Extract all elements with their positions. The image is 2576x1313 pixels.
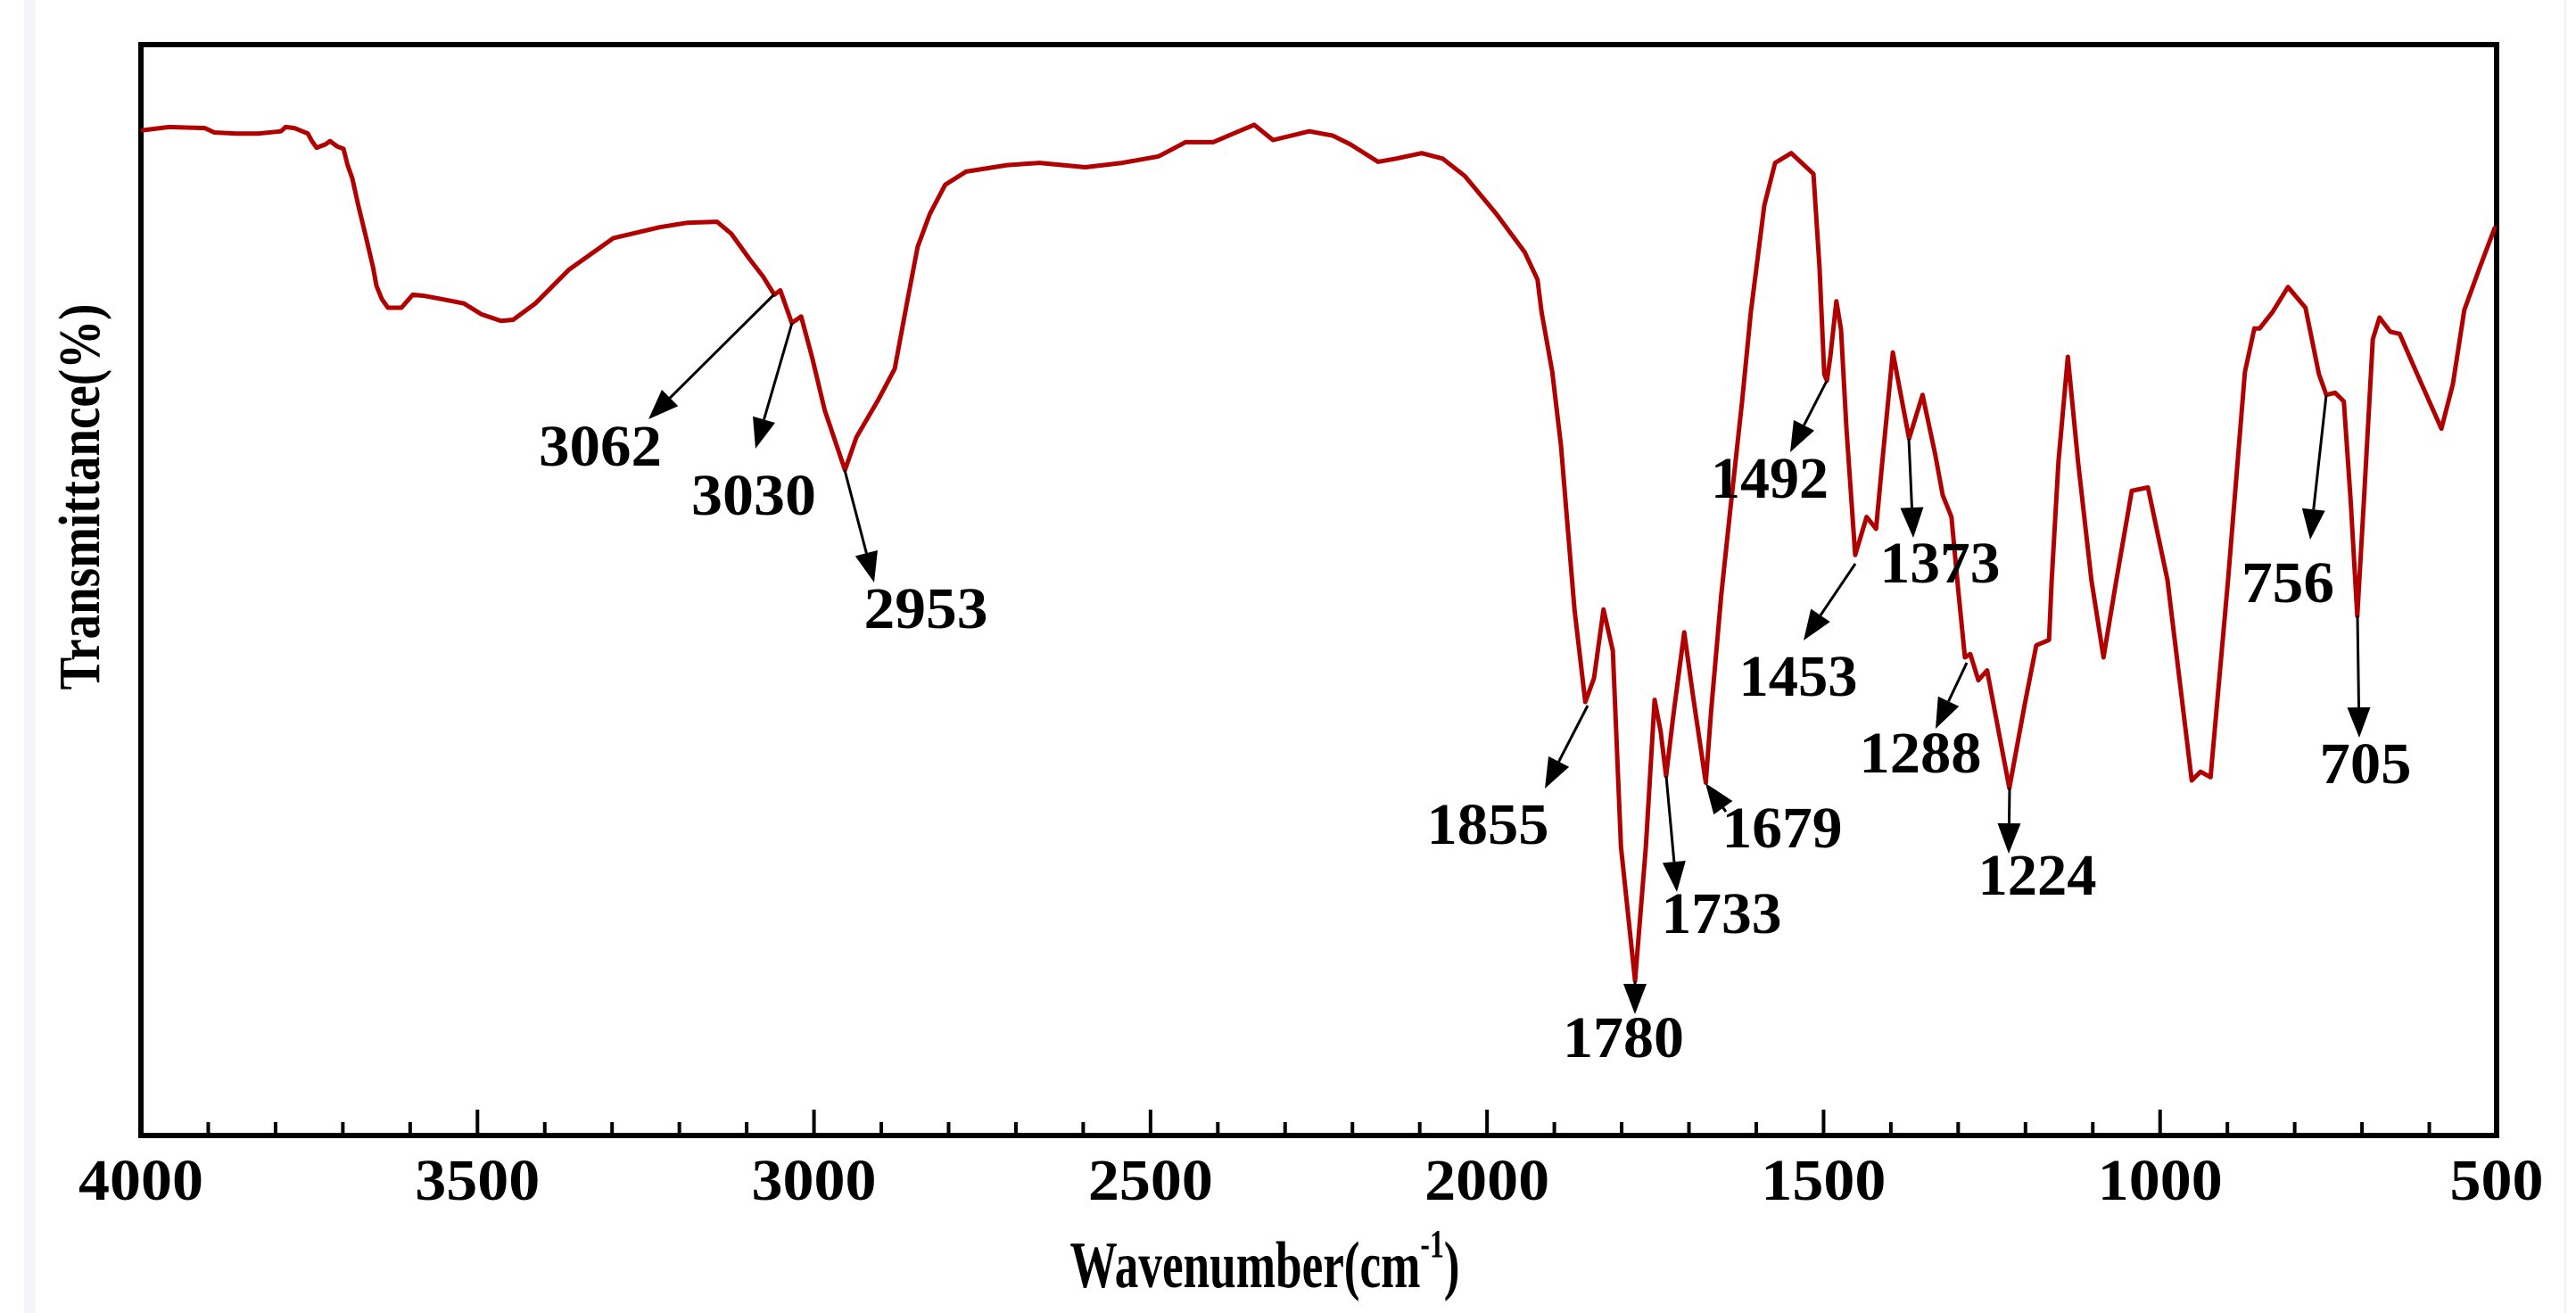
arrowhead-icon bbox=[1936, 696, 1960, 729]
peak-annotation: 705 bbox=[2320, 615, 2412, 797]
peak-annotation: 2953 bbox=[843, 469, 988, 641]
annotation-arrow-line bbox=[1557, 705, 1589, 763]
annotation-arrow-line bbox=[2356, 615, 2361, 708]
x-axis-title-close: ) bbox=[1444, 1229, 1460, 1302]
peak-label: 3062 bbox=[539, 414, 662, 479]
arrowhead-icon bbox=[855, 549, 878, 582]
peak-label: 1453 bbox=[1739, 644, 1858, 709]
peak-label: 1780 bbox=[1563, 1005, 1684, 1070]
x-tick-label: 500 bbox=[2450, 1148, 2544, 1213]
peak-label: 1733 bbox=[1662, 881, 1782, 946]
x-tick-label: 1000 bbox=[2098, 1148, 2223, 1213]
x-tick-label: 4000 bbox=[78, 1148, 203, 1213]
peak-annotation: 1780 bbox=[1563, 981, 1684, 1070]
x-tick-label: 3500 bbox=[415, 1148, 540, 1213]
peak-annotation: 1224 bbox=[1978, 787, 2097, 908]
plot-frame bbox=[138, 42, 2499, 1138]
peak-annotations: 3062 3030 2953 1855 1780 1733 1679 1492 1453 1373… bbox=[539, 293, 2412, 1070]
left-edge-strip bbox=[24, 0, 36, 1313]
peak-annotation: 1679 bbox=[1705, 783, 1843, 861]
x-tick-label: 2000 bbox=[1424, 1148, 1549, 1213]
arrowhead-icon bbox=[1790, 419, 1815, 452]
arrowhead-icon bbox=[1623, 984, 1647, 1014]
annotation-arrow-line bbox=[1947, 662, 1969, 702]
arrowhead-icon bbox=[2301, 508, 2325, 540]
x-axis-ticks bbox=[206, 1110, 2432, 1135]
arrowhead-icon bbox=[1900, 507, 1924, 538]
annotation-arrow-line bbox=[843, 469, 868, 554]
arrowhead-icon bbox=[1997, 822, 2021, 854]
peak-annotation: 1733 bbox=[1662, 775, 1782, 946]
peak-label: 756 bbox=[2242, 550, 2334, 615]
peak-label: 1224 bbox=[1978, 843, 2097, 908]
y-axis-title: Transmittance(%) bbox=[47, 304, 112, 690]
annotation-arrow-line bbox=[763, 322, 794, 420]
x-axis-tick-labels: 4000 3500 3000 2500 2000 1500 1000 500 bbox=[78, 1148, 2544, 1213]
peak-label: 1679 bbox=[1722, 796, 1843, 861]
annotation-arrow-line bbox=[1721, 806, 1728, 813]
peak-annotation: 1492 bbox=[1711, 380, 1829, 511]
annotation-arrow-line bbox=[2312, 394, 2328, 510]
peak-annotation: 1373 bbox=[1880, 438, 2001, 596]
peak-annotation: 3030 bbox=[691, 322, 816, 528]
peak-annotation: 3062 bbox=[539, 293, 776, 479]
right-edge-strip bbox=[2564, 0, 2567, 1313]
arrowhead-icon bbox=[1545, 756, 1570, 789]
annotation-arrow-line bbox=[669, 293, 776, 400]
peak-annotation: 1288 bbox=[1860, 662, 1982, 786]
x-axis-title: Wavenumber(cm-1) bbox=[1070, 1222, 1460, 1302]
peak-label: 1373 bbox=[1880, 531, 2001, 596]
peak-annotation: 1453 bbox=[1739, 563, 1858, 709]
peak-annotation: 1855 bbox=[1427, 705, 1589, 857]
peak-label: 1288 bbox=[1860, 721, 1982, 786]
peak-label: 705 bbox=[2320, 731, 2412, 797]
annotation-arrow-line bbox=[1664, 775, 1676, 863]
arrowhead-icon bbox=[2347, 706, 2371, 738]
peak-label: 2953 bbox=[864, 576, 988, 641]
spectrum-curve bbox=[140, 122, 2498, 984]
x-tick-label: 1500 bbox=[1761, 1148, 1886, 1213]
arrowhead-icon bbox=[1705, 783, 1733, 815]
peak-label: 3030 bbox=[691, 463, 816, 528]
peak-annotation: 756 bbox=[2242, 394, 2334, 615]
x-axis-title-superscript: -1 bbox=[1420, 1222, 1443, 1266]
x-axis-title-text: Wavenumber(cm bbox=[1070, 1229, 1421, 1302]
annotation-arrow-line bbox=[2007, 787, 2011, 824]
arrowhead-icon bbox=[1804, 608, 1830, 640]
x-tick-label: 2500 bbox=[1088, 1148, 1213, 1213]
annotation-arrow-line bbox=[1803, 380, 1829, 426]
arrowhead-icon bbox=[753, 416, 775, 449]
x-tick-label: 3000 bbox=[752, 1148, 877, 1213]
annotation-arrow-line bbox=[1907, 438, 1913, 508]
arrowhead-icon bbox=[648, 389, 679, 419]
peak-label: 1855 bbox=[1427, 792, 1549, 857]
annotation-arrow-line bbox=[1819, 563, 1857, 616]
arrowhead-icon bbox=[1662, 860, 1686, 892]
peak-label: 1492 bbox=[1711, 446, 1829, 511]
